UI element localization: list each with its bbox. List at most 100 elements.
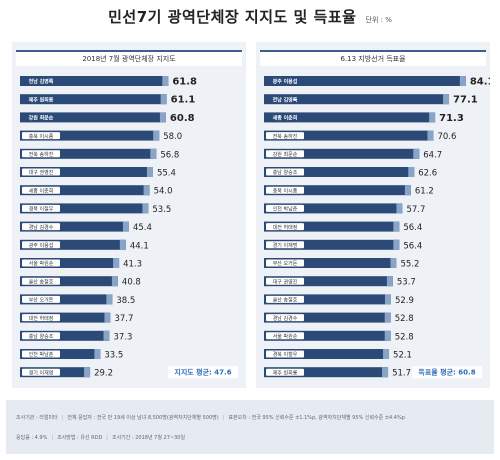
bar-row: 경남 김경수 52.8 [264, 312, 414, 324]
bar [264, 221, 400, 232]
bar [20, 76, 169, 86]
bar-row: 경북 이철우 53.5 [20, 203, 171, 215]
title-area: 민선7기 광역단체장 지지도 및 득표율 단위 : % [0, 6, 500, 27]
footer-period: 조사기간 : 2018년 7월 27~30일 [111, 435, 186, 441]
vote-share-panel: 6.13 지방선거 득표율 광주 이용섭 84.1 전남 김영록 77.1 세종 이춘희… [256, 42, 490, 388]
bar [20, 276, 118, 287]
bar-row: 전남 김영록 77.1 [264, 94, 478, 106]
bar-tip [384, 312, 391, 323]
bar-row: 전북 송하진 56.8 [20, 148, 179, 160]
category-label: 전남 김영록 [29, 78, 54, 85]
bar [264, 112, 436, 123]
category-label-box [266, 259, 304, 267]
bar-row: 전북 송하진 70.6 [264, 130, 456, 142]
bar-row: 제주 원희룡 61.1 [20, 94, 195, 106]
bar [264, 185, 411, 196]
category-label: 대구 권영진 [273, 278, 298, 285]
category-label: 광주 이용섭 [273, 78, 298, 85]
bar [264, 312, 391, 323]
category-label-box [266, 332, 304, 340]
bar-row: 서울 박원순 41.3 [20, 258, 142, 270]
bar [264, 367, 389, 378]
footer-method: 조사방법 : 유선 RDD [57, 435, 103, 441]
bar-row: 강원 최문순 64.7 [264, 148, 442, 160]
category-label-box [266, 277, 304, 285]
value-label: 84.1 [470, 77, 490, 88]
survey-footer: 조사기관 : 리얼미터 | 전체 응답자 : 전국 만 19세 이상 남녀 8,50… [6, 400, 494, 454]
category-label-box [266, 314, 304, 322]
average-label: 득표율 평균: 60.8 [418, 368, 475, 377]
bar-tip [94, 349, 101, 359]
category-label: 울산 송철호 [273, 297, 298, 304]
category-label-box [22, 168, 60, 176]
bar-tip [84, 367, 91, 378]
bar-tip [404, 185, 411, 196]
value-label: 60.8 [170, 113, 195, 124]
bar-tip [459, 76, 466, 86]
value-label: 33.5 [104, 351, 123, 361]
value-label: 61.1 [171, 95, 196, 106]
bar [20, 349, 101, 359]
bar [264, 76, 466, 86]
category-label: 경남 김경수 [273, 315, 298, 322]
support-rate-panel-title: 2018년 7월 광역단체장 지지도 [16, 50, 242, 66]
value-label: 56.8 [160, 150, 179, 160]
bar [20, 239, 126, 250]
value-label: 55.2 [400, 260, 419, 270]
bar [20, 130, 160, 141]
value-label: 77.1 [453, 95, 478, 106]
bar-row: 충남 양승조 37.3 [20, 330, 133, 342]
category-label: 서울 박원순 [29, 260, 54, 267]
bar-row: 전남 김영록 61.8 [20, 76, 197, 88]
bar [20, 148, 157, 159]
bar-tip [413, 148, 420, 159]
support-rate-bar-chart: 전남 김영록 61.8 제주 원희룡 61.1 강원 최문순 60.8 충북 이시종 58.0… [20, 76, 238, 379]
value-label: 45.4 [133, 223, 152, 233]
category-label: 경북 이철우 [273, 351, 298, 358]
category-label: 충남 양승조 [29, 333, 54, 340]
bar [264, 203, 403, 214]
category-label: 울산 송철호 [29, 278, 54, 285]
value-label: 41.3 [123, 260, 142, 270]
category-label-box [266, 186, 304, 194]
value-label: 52.1 [393, 351, 412, 361]
bar [264, 130, 434, 141]
bar-tip [103, 330, 110, 341]
bar [264, 239, 400, 250]
bar [264, 294, 391, 305]
category-label-box [22, 132, 60, 140]
bar-tip [443, 94, 450, 105]
category-label: 세종 이춘희 [273, 115, 298, 122]
category-label: 강원 최문순 [273, 151, 298, 158]
bar-row: 충남 양승조 62.6 [264, 167, 437, 179]
category-label: 부산 오거돈 [273, 260, 298, 267]
category-label: 충북 이시종 [29, 133, 54, 140]
bar [20, 221, 129, 232]
category-label-box [266, 295, 304, 303]
bar-tip [390, 258, 397, 268]
bar-tip [159, 112, 166, 123]
bar-tip [106, 294, 113, 305]
category-label: 전북 송하진 [29, 151, 54, 158]
category-label-box [22, 150, 60, 158]
category-label: 충북 이시종 [273, 187, 298, 194]
footer-line-1: 조사기관 : 리얼미터 | 전체 응답자 : 전국 만 19세 이상 남녀 8,50… [16, 415, 405, 421]
vote-share-bar-chart: 광주 이용섭 84.1 전남 김영록 77.1 세종 이춘희 71.3 전북 송하진 70.6… [264, 76, 490, 379]
value-label: 71.3 [439, 113, 464, 124]
category-label-box [22, 332, 60, 340]
bar-row: 인천 박남춘 57.7 [264, 203, 425, 215]
category-label: 대전 허태정 [273, 224, 298, 231]
category-label: 제주 원희룡 [273, 369, 298, 376]
value-label: 37.3 [114, 332, 133, 342]
support-rate-panel: 2018년 7월 광역단체장 지지도 전남 김영록 61.8 제주 원희룡 61.1 강… [12, 42, 246, 388]
bar-row: 대전 허태정 56.4 [264, 221, 422, 233]
bar [20, 203, 149, 214]
bar-row: 강원 최문순 60.8 [20, 112, 195, 124]
value-label: 54.0 [154, 187, 173, 197]
category-label-box [22, 241, 60, 249]
value-label: 53.7 [397, 278, 416, 288]
bar-row: 서울 박원순 52.8 [264, 330, 414, 342]
bar-row: 대전 허태정 37.7 [20, 312, 133, 324]
category-label: 대구 권영진 [29, 169, 54, 176]
category-label-box [22, 350, 60, 358]
